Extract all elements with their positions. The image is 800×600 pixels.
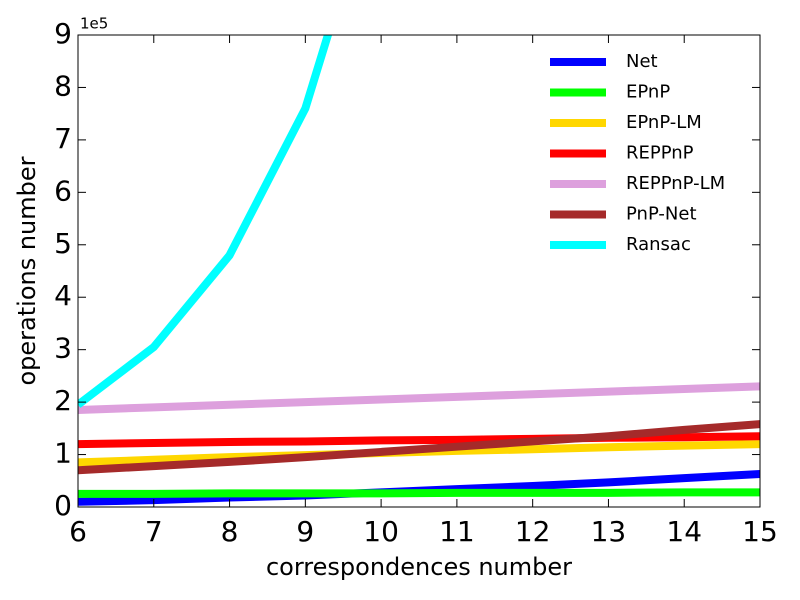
legend-label: Ransac — [626, 234, 691, 255]
x-tick-label: 14 — [666, 515, 702, 548]
x-tick-label: 7 — [145, 515, 163, 548]
y-tick-label: 3 — [54, 332, 72, 365]
y-offset-label: 1e5 — [80, 15, 108, 33]
legend-label: PnP-Net — [626, 204, 697, 225]
x-tick-label: 9 — [296, 515, 314, 548]
legend-label: EPnP — [626, 82, 670, 103]
series-line — [78, 432, 760, 449]
x-tick-label: 15 — [742, 515, 778, 548]
plot-area — [78, 35, 760, 506]
x-tick-label: 10 — [363, 515, 399, 548]
y-tick-label: 9 — [54, 17, 72, 50]
y-tick-label: 7 — [54, 122, 72, 155]
y-tick-label: 1 — [54, 437, 72, 470]
x-axis-label: correspondences number — [266, 553, 572, 581]
series-line — [78, 35, 333, 408]
y-tick-label: 5 — [54, 227, 72, 260]
series-line — [78, 420, 760, 475]
y-tick-label: 8 — [54, 69, 72, 102]
y-tick-label: 0 — [54, 489, 72, 522]
y-tick-label: 6 — [54, 174, 72, 207]
series-line — [78, 488, 760, 498]
x-tick-label: 12 — [515, 515, 551, 548]
x-tick-label: 8 — [221, 515, 239, 548]
legend-label: Net — [626, 51, 658, 72]
y-tick-label: 2 — [54, 384, 72, 417]
x-tick-label: 6 — [69, 515, 87, 548]
x-tick-label: 11 — [439, 515, 475, 548]
series-line — [78, 382, 760, 414]
legend-label: REPPnP — [626, 143, 694, 164]
y-axis-label: operations number — [13, 156, 41, 385]
legend-label: REPPnP-LM — [626, 173, 725, 194]
x-tick-label: 13 — [591, 515, 627, 548]
axes-frame — [77, 34, 761, 508]
legend-label: EPnP-LM — [626, 112, 702, 133]
y-tick-label: 4 — [54, 279, 72, 312]
